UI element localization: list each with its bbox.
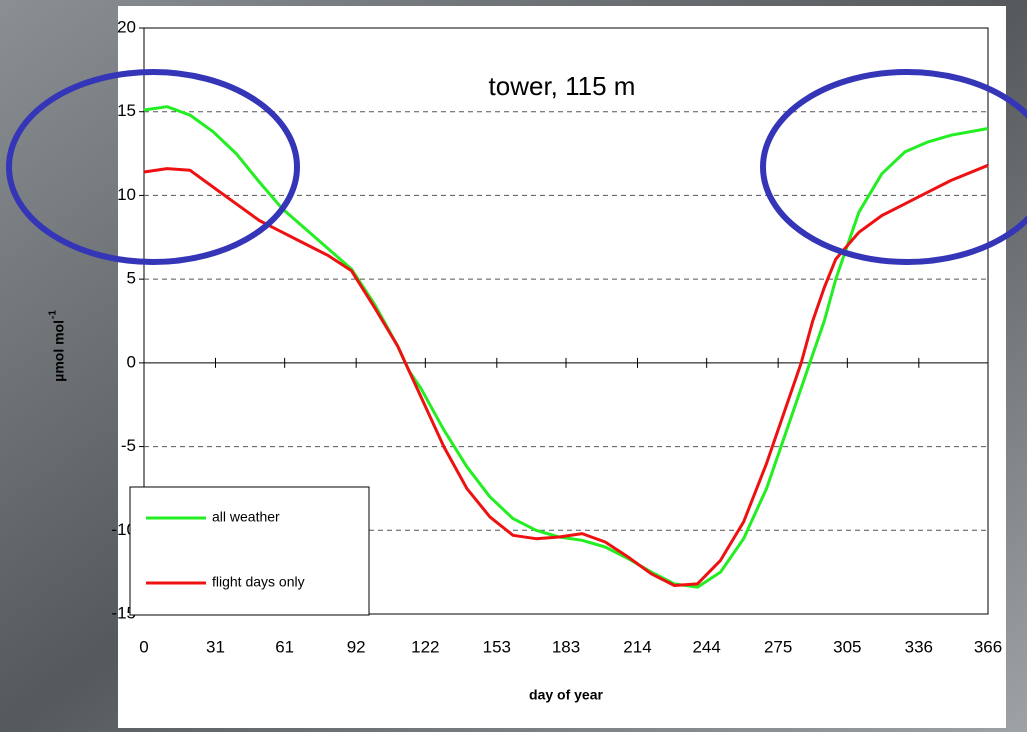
x-tick-label: 92 <box>347 637 366 656</box>
series-line <box>143 105 989 589</box>
x-tick-label: 153 <box>483 637 511 656</box>
chart-panel <box>118 6 1006 728</box>
chart-title: tower, 115 m <box>489 71 636 101</box>
highlight-ellipse <box>6 69 300 265</box>
x-tick-label: 122 <box>411 637 439 656</box>
y-tick-label: 10 <box>117 185 136 204</box>
x-tick-label: 214 <box>623 637 651 656</box>
x-axis-label: day of year <box>529 687 603 703</box>
y-tick-label: -5 <box>121 436 136 455</box>
y-tick-label: 5 <box>127 269 136 288</box>
x-tick-label: 61 <box>275 637 294 656</box>
highlight-ellipse <box>760 69 1027 265</box>
x-tick-label: 366 <box>974 637 1002 656</box>
x-tick-label: 275 <box>764 637 792 656</box>
legend-entries: all weather flight days only <box>146 509 305 590</box>
plot-frame <box>143 27 989 615</box>
y-tick-label: 20 <box>117 17 136 36</box>
y-axis-label: µmol mol <box>51 320 67 382</box>
x-tick-label: 183 <box>552 637 580 656</box>
x-tick-label: 244 <box>692 637 720 656</box>
y-tick-label: 15 <box>117 101 136 120</box>
x-tick-label: 305 <box>833 637 861 656</box>
x-tick-label: 336 <box>905 637 933 656</box>
series-line <box>143 163 989 587</box>
x-tick-label: 31 <box>206 637 225 656</box>
legend-label: all weather <box>212 509 280 525</box>
y-tick-label: 0 <box>127 352 136 371</box>
y-axis-label-superscript: -1 <box>48 310 59 319</box>
legend-label: flight days only <box>212 574 305 590</box>
x-tick-label: 0 <box>139 637 148 656</box>
legend <box>129 486 370 616</box>
